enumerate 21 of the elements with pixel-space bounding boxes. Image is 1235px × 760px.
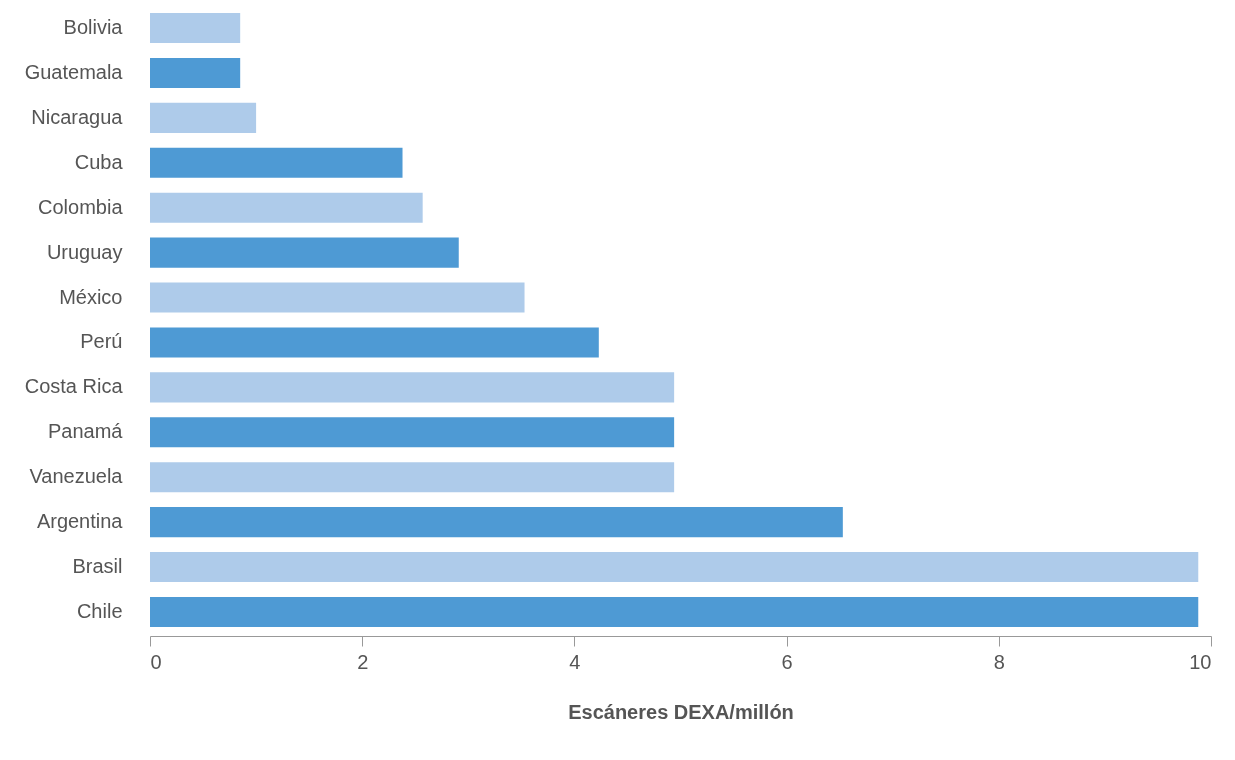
y-tick-label: Vanezuela	[29, 465, 124, 488]
y-tick-label: Chile	[76, 599, 123, 622]
y-tick-label: Panamá	[48, 420, 124, 443]
y-tick-label: Costa Rica	[24, 375, 124, 398]
x-tick-label: 2	[357, 650, 369, 673]
x-tick-label: 10	[1189, 650, 1212, 673]
y-tick-label: Colombia	[38, 195, 124, 218]
y-tick-label: Uruguay	[46, 240, 123, 263]
x-tick-label: 6	[781, 650, 793, 673]
y-tick-label: Argentina	[36, 510, 124, 533]
x-axis-title: Escáneres DEXA/millón	[568, 700, 794, 723]
y-tick-label: México	[59, 285, 123, 308]
y-tick-label: Bolivia	[63, 16, 124, 39]
y-tick-label: Perú	[80, 330, 123, 353]
y-tick-label: Nicaragua	[31, 105, 124, 128]
x-tick-label: 4	[569, 650, 581, 673]
y-tick-label: Brasil	[72, 555, 123, 578]
y-tick-label: Guatemala	[24, 60, 124, 83]
x-tick-label: 8	[993, 650, 1005, 673]
x-tick-label: 0	[150, 650, 162, 673]
y-tick-label: Cuba	[74, 150, 124, 173]
